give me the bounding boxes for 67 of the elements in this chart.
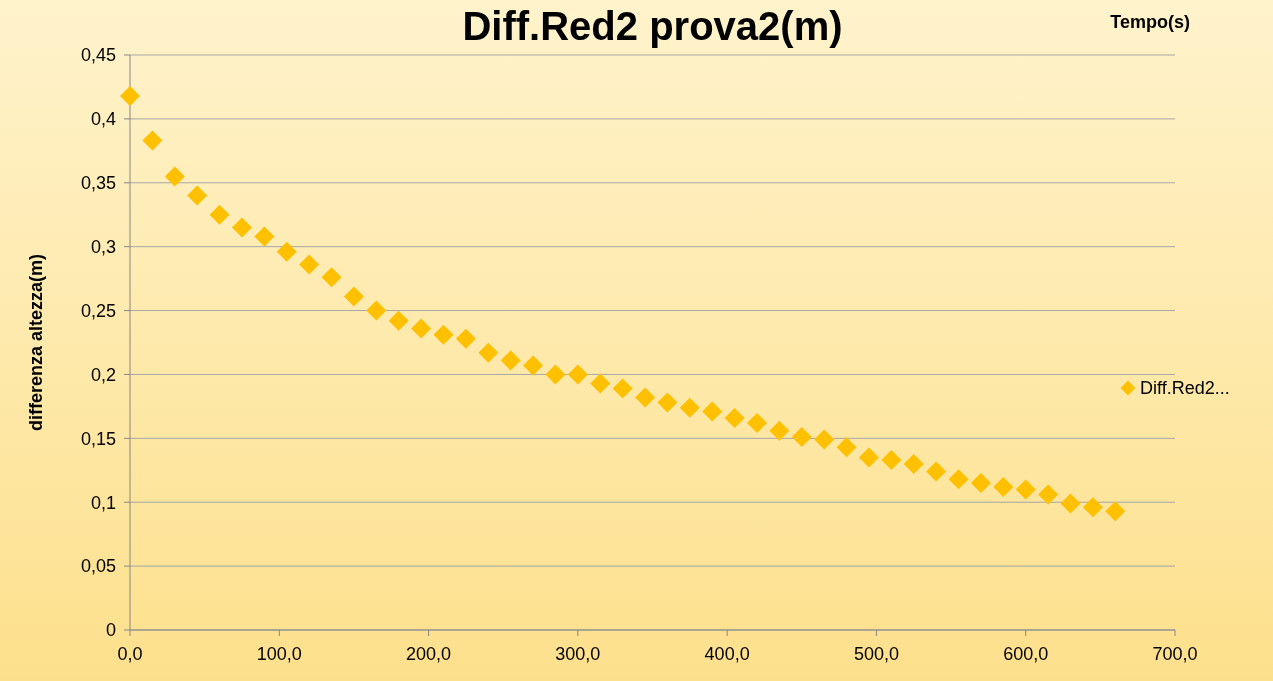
- y-tick-label: 0,15: [80, 428, 116, 449]
- point: [254, 226, 275, 247]
- point: [858, 447, 879, 468]
- point: [881, 450, 902, 471]
- y-tick-label: 0,1: [90, 492, 116, 513]
- point: [455, 328, 476, 349]
- point: [1038, 484, 1059, 505]
- y-tick-label: 0,45: [80, 45, 116, 66]
- x-tick-label: 300,0: [555, 644, 601, 664]
- point: [366, 300, 387, 321]
- point: [993, 476, 1014, 497]
- point: [791, 427, 812, 448]
- x-tick-label: 400,0: [704, 644, 750, 664]
- point: [276, 241, 297, 262]
- point: [1015, 479, 1036, 500]
- point: [500, 350, 521, 371]
- point: [545, 364, 566, 385]
- point: [478, 342, 499, 363]
- point: [702, 401, 723, 422]
- y-axis-title: differenza altezza(m): [26, 253, 46, 432]
- point: [120, 85, 140, 106]
- x-tick-label: 0,0: [117, 644, 143, 664]
- point: [590, 373, 611, 394]
- point: [231, 217, 252, 238]
- point: [523, 355, 544, 376]
- y-tick-label: 0,3: [90, 236, 116, 257]
- point: [679, 397, 700, 418]
- legend-label: Diff.Red2...: [1140, 378, 1230, 399]
- point: [612, 378, 633, 399]
- point: [948, 469, 969, 490]
- point: [903, 453, 924, 474]
- x-tick-label: 500,0: [853, 644, 899, 664]
- x-axis-title: Tempo(s): [1110, 12, 1190, 32]
- x-tick-label: 100,0: [256, 644, 302, 664]
- y-tick-label: 0,25: [80, 300, 116, 321]
- x-tick-label: 600,0: [1003, 644, 1049, 664]
- point: [814, 429, 835, 450]
- y-tick-label: 0,2: [90, 364, 116, 385]
- point: [769, 420, 790, 441]
- point: [411, 318, 432, 339]
- point: [299, 254, 320, 275]
- point: [187, 185, 208, 206]
- point: [343, 286, 364, 307]
- x-tick-label: 700,0: [1152, 644, 1198, 664]
- y-tick-label: 0: [105, 620, 116, 641]
- point: [635, 387, 656, 408]
- y-tick-label: 0,4: [90, 109, 116, 130]
- point: [388, 310, 409, 331]
- y-tick-label: 0,35: [80, 173, 116, 194]
- point: [926, 461, 947, 482]
- point: [747, 413, 767, 433]
- point: [1105, 501, 1126, 522]
- point: [970, 473, 991, 494]
- y-tick-label: 0,05: [80, 556, 116, 577]
- x-tick-label: 200,0: [406, 644, 452, 664]
- point: [1060, 493, 1081, 514]
- point: [321, 267, 342, 288]
- point: [433, 324, 454, 345]
- point: [657, 392, 678, 413]
- point: [164, 166, 185, 187]
- point: [567, 364, 588, 385]
- point: [724, 407, 745, 428]
- chart-title: Diff.Red2 prova2(m): [462, 4, 843, 48]
- point: [142, 130, 163, 151]
- point: [1082, 497, 1103, 518]
- point: [836, 437, 857, 458]
- point: [209, 204, 230, 225]
